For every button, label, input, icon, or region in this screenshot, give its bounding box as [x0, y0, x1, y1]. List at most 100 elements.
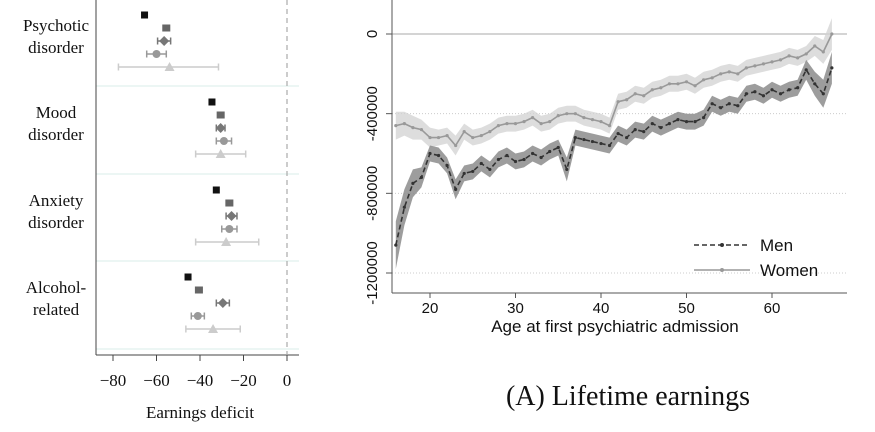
data-point-men — [830, 66, 834, 70]
estimate-triangle — [208, 324, 219, 333]
data-point-men — [813, 82, 817, 86]
data-point-women — [454, 143, 458, 148]
data-point-women — [778, 58, 783, 62]
data-point-women — [676, 82, 680, 86]
data-point-women — [479, 133, 483, 138]
estimate-square — [217, 111, 225, 119]
series-line-men — [395, 67, 833, 246]
right-x-tick-label: 30 — [507, 300, 524, 317]
data-point-women — [727, 70, 731, 74]
data-point-women — [488, 129, 492, 134]
estimate-diamond — [217, 298, 228, 308]
data-point-women — [590, 118, 595, 122]
data-point-men — [454, 187, 458, 191]
legend-marker-women — [720, 268, 724, 272]
data-point-women — [428, 135, 432, 140]
data-point-women — [582, 116, 586, 120]
data-point-women — [633, 92, 637, 96]
estimate-circle — [225, 225, 234, 233]
data-point-men — [445, 163, 449, 168]
data-point-men — [761, 94, 766, 98]
data-point-men — [702, 116, 706, 120]
left-x-ticks: −80 −60 −40 −20 0 — [100, 355, 291, 390]
data-point-women — [565, 112, 569, 116]
data-point-men — [633, 128, 637, 132]
right-y-tick-label: 0 — [364, 30, 381, 38]
data-point-women — [744, 66, 748, 70]
data-point-women — [419, 128, 424, 132]
data-point-men — [667, 122, 672, 126]
estimate-diamond — [159, 36, 170, 46]
data-point-women — [642, 94, 646, 98]
data-point-women — [411, 126, 415, 130]
data-point-men — [505, 153, 509, 158]
right-y-tick-label: -400000 — [364, 86, 381, 141]
data-point-women — [531, 116, 535, 120]
data-point-men — [821, 92, 825, 96]
data-point-men — [411, 181, 415, 185]
lifetime-earnings-panel: 20 30 40 50 60 0 -400000 -800000 -1200000 Age a… — [364, 0, 858, 412]
category-separators — [96, 85, 299, 350]
data-point-men — [556, 145, 560, 150]
series-line-women — [395, 33, 833, 147]
category-label-3-0: Alcohol- — [26, 278, 87, 297]
estimate-diamond — [226, 211, 237, 221]
data-point-men — [419, 175, 424, 179]
chart-title: (A) Lifetime earnings — [506, 381, 750, 412]
left-x-axis-label: Earnings deficit — [146, 403, 254, 422]
data-point-men — [539, 155, 543, 160]
right-x-axis-label: Age at first psychiatric admission — [491, 317, 739, 336]
data-point-women — [573, 112, 577, 116]
data-point-men — [625, 135, 629, 140]
data-point-men — [719, 106, 723, 110]
estimate-square — [225, 199, 233, 207]
right-x-tick-label: 60 — [764, 300, 781, 317]
right-y-tick-label: -1200000 — [364, 241, 381, 304]
data-point-men — [616, 131, 620, 136]
data-point-men — [590, 139, 595, 144]
data-point-women — [736, 72, 740, 76]
data-point-women — [693, 84, 697, 88]
data-point-women — [505, 122, 509, 126]
data-point-women — [796, 56, 800, 60]
legend-label-men: Men — [760, 236, 793, 255]
data-point-women — [804, 52, 808, 56]
data-point-women — [522, 120, 526, 124]
data-point-men — [573, 135, 577, 140]
estimate-square — [141, 11, 149, 19]
data-point-women — [650, 88, 654, 92]
right-x-ticks: 20 30 40 50 60 — [422, 293, 781, 317]
data-point-men — [488, 167, 492, 172]
estimate-triangle — [221, 237, 232, 246]
data-point-men — [522, 157, 526, 162]
data-point-women — [667, 82, 672, 86]
data-point-women — [625, 98, 629, 102]
estimate-circle — [152, 50, 161, 58]
data-point-women — [710, 76, 714, 80]
data-point-men — [565, 167, 569, 172]
left-x-tick-label: −20 — [230, 371, 257, 390]
category-label-3-1: related — [33, 300, 80, 319]
category-label-1-1: disorder — [28, 125, 84, 144]
data-point-men — [770, 88, 774, 92]
earnings-deficit-panel: Psychotic disorder Mood disorder Anxiety diso… — [23, 0, 299, 422]
data-point-men — [548, 149, 552, 154]
confidence-band-women — [395, 18, 832, 156]
data-point-women — [556, 114, 560, 118]
data-point-men — [727, 102, 731, 106]
data-point-women — [616, 100, 620, 104]
data-point-men — [804, 68, 808, 72]
data-point-men — [428, 151, 432, 156]
data-point-women — [599, 120, 603, 124]
data-point-men — [394, 243, 398, 247]
data-point-men — [607, 143, 612, 148]
data-point-women — [548, 120, 552, 124]
estimate-circle — [219, 137, 228, 145]
data-point-men — [462, 171, 466, 176]
data-point-women — [513, 122, 518, 126]
estimate-square — [208, 98, 216, 106]
data-point-men — [513, 159, 518, 164]
data-point-women — [719, 72, 723, 76]
estimate-square — [184, 273, 192, 281]
